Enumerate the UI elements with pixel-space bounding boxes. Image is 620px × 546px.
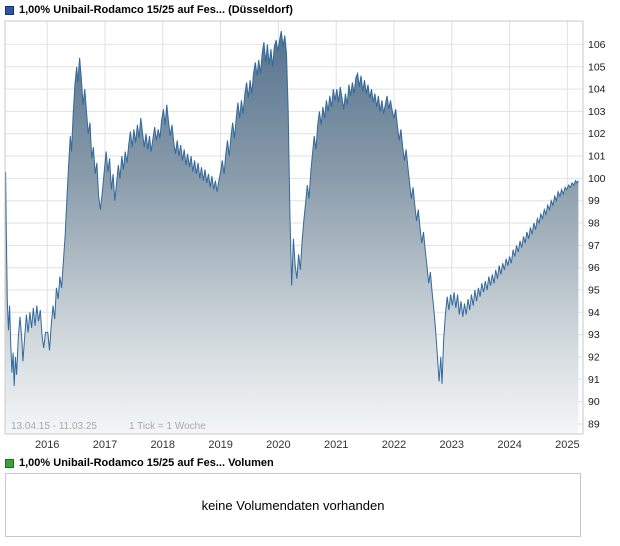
y-axis-label: 94: [588, 307, 600, 319]
y-axis-label: 105: [588, 61, 606, 73]
price-series-marker-icon: [5, 5, 14, 15]
volume-panel: keine Volumendaten vorhanden: [5, 473, 581, 537]
plot-border: [4, 20, 584, 435]
x-axis-label: 2018: [151, 439, 175, 451]
y-axis-label: 100: [588, 173, 606, 185]
price-chart-svg[interactable]: 89 90 91 92 93 94 95 96 97 98 99 100 101 102 103 104 105…: [3, 18, 617, 454]
y-axis-label: 96: [588, 262, 600, 274]
y-axis-label: 98: [588, 218, 600, 230]
no-volume-data-message: keine Volumendaten vorhanden: [201, 497, 385, 513]
y-axis-label: 104: [588, 84, 606, 96]
price-chart-title: 1,00% Unibail-Rodamco 15/25 auf Fes... (…: [19, 4, 293, 16]
y-axis-label: 91: [588, 374, 600, 386]
x-axis-label: 2024: [497, 439, 521, 451]
x-axis-label: 2016: [35, 439, 59, 451]
price-chart-header: 1,00% Unibail-Rodamco 15/25 auf Fes... (…: [0, 0, 620, 18]
price-area-fill: [5, 31, 579, 434]
x-axis-label: 2021: [324, 439, 348, 451]
x-axis-label: 2019: [208, 439, 232, 451]
volume-chart-header: 1,00% Unibail-Rodamco 15/25 auf Fes... V…: [0, 454, 620, 471]
y-axis-label: 93: [588, 329, 600, 341]
y-axis-label: 89: [588, 419, 600, 431]
x-axis-label: 2025: [555, 439, 579, 451]
y-axis-label: 99: [588, 195, 600, 207]
chart-date-range: 13.04.15 - 11.03.25: [11, 421, 97, 432]
volume-series-marker-icon: [5, 458, 14, 468]
y-axis-label: 97: [588, 240, 600, 252]
y-axis-label: 95: [588, 285, 600, 297]
y-axis-label: 103: [588, 106, 606, 118]
y-axis-label: 90: [588, 396, 600, 408]
x-axis-label: 2023: [440, 439, 464, 451]
x-axis-label: 2017: [93, 439, 117, 451]
x-axis-label: 2020: [266, 439, 290, 451]
volume-chart-title: 1,00% Unibail-Rodamco 15/25 auf Fes... V…: [19, 457, 274, 469]
y-axis-label: 102: [588, 128, 606, 140]
chart-tick-info: 1 Tick = 1 Woche: [129, 421, 206, 432]
y-axis-label: 101: [588, 151, 606, 163]
price-line: [5, 30, 579, 387]
y-axis-label: 106: [588, 39, 606, 51]
x-axis-label: 2022: [382, 439, 406, 451]
y-axis-label: 92: [588, 352, 600, 364]
